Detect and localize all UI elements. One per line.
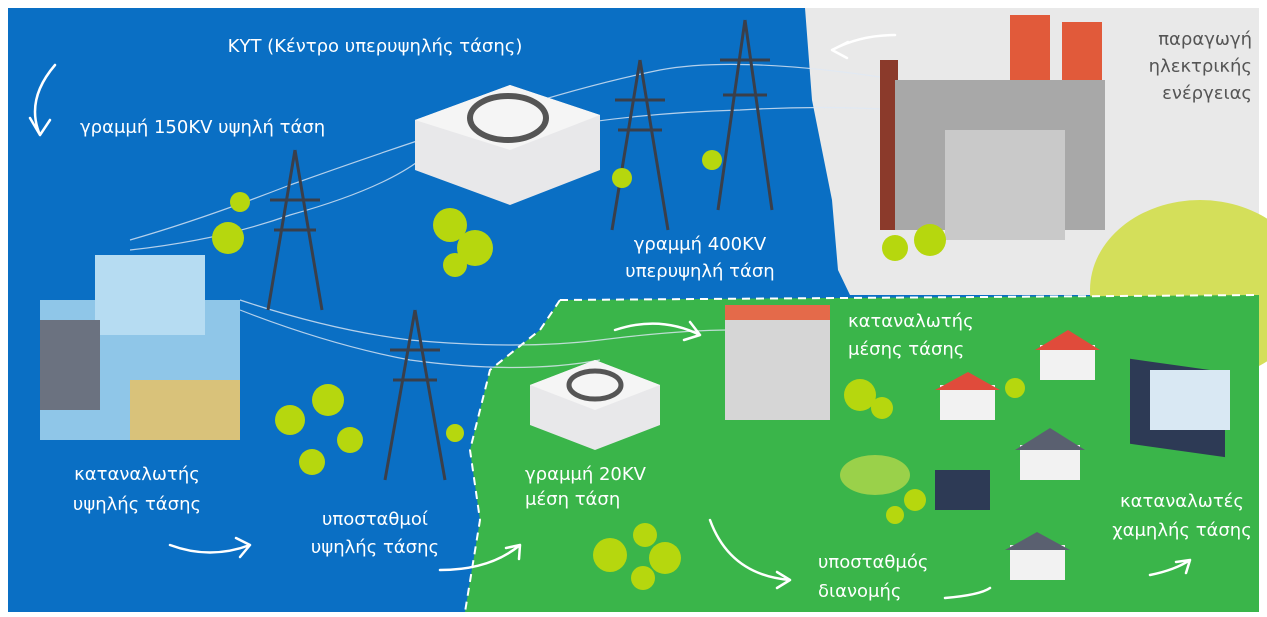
label: υψηλής τάσης <box>311 537 439 558</box>
label: παραγωγή <box>1158 29 1252 50</box>
label: διανομής <box>818 581 901 602</box>
infographic: ΚΥΤ (Κέντρο υπερυψηλής τάσης) γραμμή 150K… <box>0 0 1267 617</box>
label: ΚΥΤ (Κέντρο υπερυψηλής τάσης) <box>228 36 523 57</box>
label: ενέργειας <box>1162 83 1252 104</box>
label: γραμμή 400KV <box>634 234 767 255</box>
label: γραμμή 150KV υψηλή τάση <box>80 117 325 138</box>
label: καταναλωτές <box>1120 491 1244 512</box>
label: χαμηλής τάσης <box>1112 520 1252 541</box>
label: καταναλωτής <box>74 464 200 485</box>
building <box>725 305 830 420</box>
label: υποσταθμός <box>818 552 928 573</box>
label: μέσης τάσης <box>848 339 964 360</box>
label: ηλεκτρικής <box>1149 56 1252 77</box>
car <box>840 455 910 495</box>
label: υποσταθμοί <box>322 509 428 530</box>
label: υπερυψηλή τάση <box>625 261 774 282</box>
label: υψηλής τάσης <box>73 494 201 515</box>
label: καταναλωτής <box>848 311 974 332</box>
label: γραμμή 20KV <box>525 464 647 485</box>
label: μέση τάση <box>525 489 620 510</box>
page: ΚΥΤ (Κέντρο υπερυψηλής τάσης) γραμμή 150K… <box>0 0 1267 617</box>
